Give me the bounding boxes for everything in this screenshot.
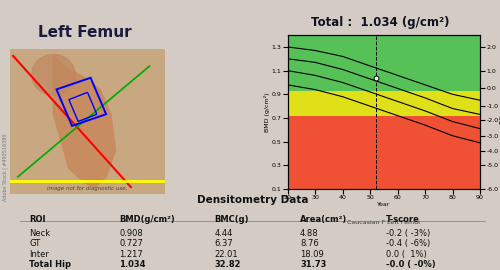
Text: Caucasian F Left Femur: Caucasian F Left Femur bbox=[347, 220, 420, 225]
Text: ROI: ROI bbox=[29, 215, 46, 224]
Text: 1.217: 1.217 bbox=[120, 250, 144, 259]
Text: BMC(g): BMC(g) bbox=[214, 215, 249, 224]
Text: -0.0 ( -0%): -0.0 ( -0%) bbox=[386, 260, 435, 269]
Text: 1.034: 1.034 bbox=[120, 260, 146, 269]
Text: 22.01: 22.01 bbox=[214, 250, 238, 259]
Y-axis label: BMD (g/cm²): BMD (g/cm²) bbox=[264, 92, 270, 132]
Text: Densitometry Data: Densitometry Data bbox=[197, 195, 308, 205]
Text: 8.76: 8.76 bbox=[300, 239, 319, 248]
Text: Total Hip: Total Hip bbox=[29, 260, 72, 269]
Bar bbox=[288, 116, 480, 189]
Text: Area(cm²): Area(cm²) bbox=[300, 215, 347, 224]
Bar bbox=[288, 91, 480, 116]
Polygon shape bbox=[54, 56, 116, 187]
Polygon shape bbox=[54, 56, 116, 187]
Text: 32.82: 32.82 bbox=[214, 260, 241, 269]
Bar bbox=[288, 35, 480, 91]
Text: 18.09: 18.09 bbox=[300, 250, 324, 259]
Text: -0.2 ( -3%): -0.2 ( -3%) bbox=[386, 229, 430, 238]
Text: Inter: Inter bbox=[29, 250, 49, 259]
Text: 0.727: 0.727 bbox=[120, 239, 144, 248]
Text: image not for diagnostic use.: image not for diagnostic use. bbox=[48, 187, 128, 191]
Text: Adobe Stock | #493516380: Adobe Stock | #493516380 bbox=[2, 134, 8, 201]
Circle shape bbox=[32, 55, 75, 95]
Text: 0.908: 0.908 bbox=[120, 229, 144, 238]
Text: 0.0 (  1%): 0.0 ( 1%) bbox=[386, 250, 426, 259]
Text: GT: GT bbox=[29, 239, 40, 248]
Text: Left Femur: Left Femur bbox=[38, 25, 132, 40]
Text: Neck: Neck bbox=[29, 229, 50, 238]
Text: 4.44: 4.44 bbox=[214, 229, 233, 238]
Text: Total :  1.034 (g/cm²): Total : 1.034 (g/cm²) bbox=[311, 16, 449, 29]
X-axis label: Year: Year bbox=[377, 202, 390, 207]
Text: BMD(g/cm²): BMD(g/cm²) bbox=[120, 215, 176, 224]
Text: 4.88: 4.88 bbox=[300, 229, 318, 238]
Text: -0.4 ( -6%): -0.4 ( -6%) bbox=[386, 239, 430, 248]
Text: T-score: T-score bbox=[386, 215, 420, 224]
Text: 31.73: 31.73 bbox=[300, 260, 326, 269]
Text: 6.37: 6.37 bbox=[214, 239, 233, 248]
